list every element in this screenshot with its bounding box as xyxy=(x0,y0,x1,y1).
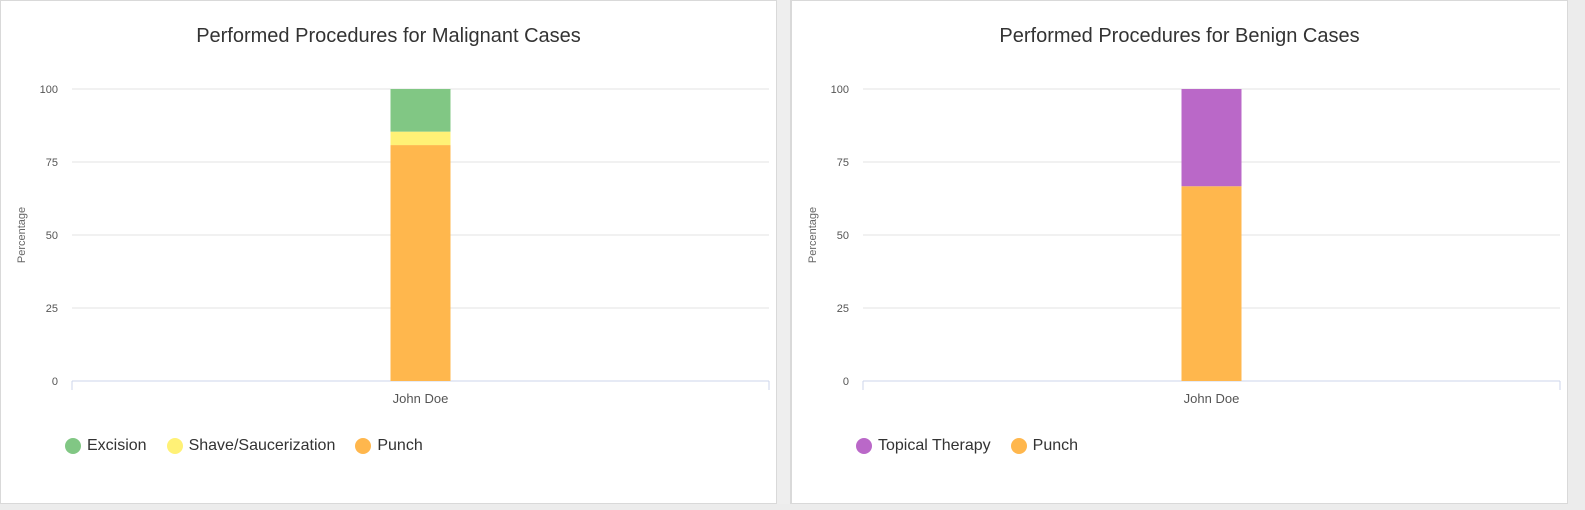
y-tick-label: 75 xyxy=(837,157,849,169)
malignant-chart-plot: 0 25 50 75 100 Percentage John Doe xyxy=(16,84,770,406)
x-tick-label: John Doe xyxy=(393,391,449,406)
y-tick-label: 0 xyxy=(843,376,849,388)
legend-item[interactable]: Excision xyxy=(65,437,147,455)
legend-item[interactable]: Punch xyxy=(355,437,423,455)
legend-marker xyxy=(856,438,872,454)
y-tick-label: 25 xyxy=(46,303,58,315)
chart-legend: Topical Therapy Punch xyxy=(856,437,1098,455)
legend-item[interactable]: Punch xyxy=(1010,437,1079,455)
legend-marker xyxy=(166,438,183,454)
bar-segment xyxy=(390,89,451,132)
y-axis-title: Percentage xyxy=(16,207,28,263)
chart-title: Performed Procedures for Benign Cases xyxy=(999,25,1360,47)
legend-label: Punch xyxy=(1032,437,1079,454)
y-tick-label: 25 xyxy=(837,303,849,315)
legend-marker xyxy=(65,438,81,454)
chart-legend: Excision Shave/Saucerization Punch xyxy=(65,437,443,455)
legend-marker xyxy=(1010,438,1027,454)
legend-label: Excision xyxy=(87,437,147,454)
bar-segment xyxy=(1181,186,1242,381)
y-tick-label: 75 xyxy=(46,157,58,169)
x-tick-label: John Doe xyxy=(1184,391,1240,406)
legend-item[interactable]: Topical Therapy xyxy=(856,437,991,455)
benign-chart-plot: 0 25 50 75 100 Percentage John Doe xyxy=(807,84,1561,406)
y-tick-label: 0 xyxy=(52,376,58,388)
bar-segment xyxy=(390,145,451,381)
bar-segment xyxy=(1181,89,1242,187)
malignant-chart-panel: Performed Procedures for Malignant Cases… xyxy=(0,0,777,504)
y-tick-label: 50 xyxy=(46,230,58,242)
legend-label: Shave/Saucerization xyxy=(188,437,336,454)
y-tick-label: 50 xyxy=(837,230,849,242)
legend-marker xyxy=(355,438,372,454)
panel-divider xyxy=(777,0,791,504)
legend-label: Topical Therapy xyxy=(878,437,991,454)
y-tick-label: 100 xyxy=(40,84,58,96)
benign-chart-panel: Performed Procedures for Benign Cases 0 2… xyxy=(791,0,1568,504)
y-tick-label: 100 xyxy=(831,84,849,96)
bar-segment xyxy=(390,131,451,146)
legend-item[interactable]: Shave/Saucerization xyxy=(166,437,336,455)
legend-label: Punch xyxy=(377,437,423,454)
chart-title: Performed Procedures for Malignant Cases xyxy=(196,25,581,47)
y-axis-title: Percentage xyxy=(807,207,819,263)
